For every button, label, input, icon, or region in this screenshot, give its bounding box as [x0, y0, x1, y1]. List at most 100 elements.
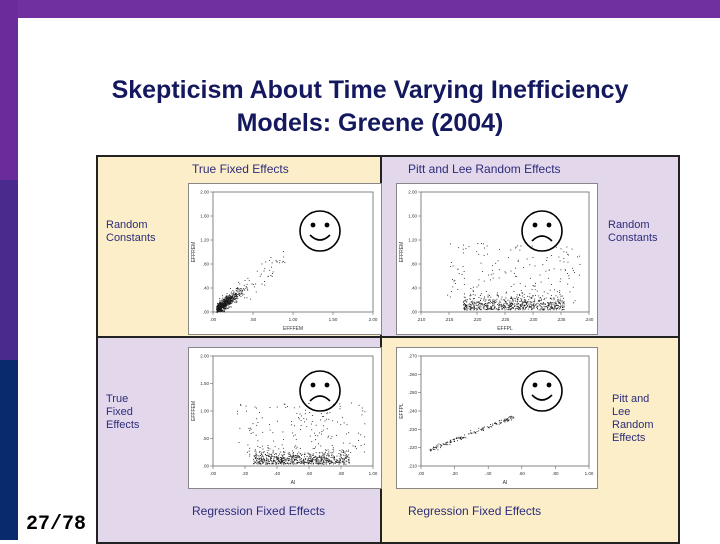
- scatter-point: [499, 248, 500, 250]
- scatter-point: [340, 457, 342, 459]
- scatter-point: [490, 274, 492, 276]
- scatter-point: [264, 280, 265, 282]
- scatter-point: [265, 462, 267, 464]
- scatter-point: [506, 419, 508, 421]
- scatter-point: [261, 417, 263, 419]
- y-tick-label: .220: [408, 445, 417, 450]
- scatter-point: [235, 293, 237, 295]
- scatter-point: [226, 293, 228, 295]
- scatter-point: [322, 457, 324, 459]
- scatter-point: [320, 458, 322, 460]
- scatter-point: [217, 304, 219, 306]
- scatter-point: [464, 293, 466, 295]
- x-tick-label: .60: [519, 471, 526, 476]
- scatter-point: [478, 253, 480, 255]
- scatter-point: [344, 456, 346, 458]
- scatter-point: [222, 307, 223, 308]
- scatter-point: [292, 461, 294, 463]
- scatter-point: [311, 459, 313, 461]
- scatter-point: [284, 462, 286, 464]
- scatter-point: [513, 308, 514, 310]
- scatter-point: [228, 307, 229, 309]
- scatter-point: [435, 447, 437, 449]
- scatter-point: [511, 307, 513, 309]
- scatter-point: [568, 277, 570, 279]
- scatter-point: [319, 461, 321, 463]
- scatter-point: [227, 296, 229, 298]
- scatter-point: [255, 451, 257, 453]
- scatter-point: [463, 284, 465, 285]
- scatter-point: [257, 455, 259, 457]
- scatter-point: [548, 303, 550, 305]
- scatter-point: [298, 455, 300, 457]
- scatter-point: [222, 303, 223, 305]
- scatter-point: [520, 304, 521, 305]
- scatter-point: [311, 441, 313, 443]
- scatter-point: [273, 440, 275, 442]
- scatter-point: [325, 457, 327, 459]
- scatter-point: [258, 456, 260, 458]
- scatter-point: [240, 293, 242, 295]
- scatter-point: [279, 463, 281, 465]
- scatter-point: [500, 422, 501, 424]
- scatter-point: [266, 457, 267, 459]
- scatter-point: [509, 306, 511, 308]
- scatter-point: [224, 299, 226, 301]
- scatter-point: [332, 455, 334, 457]
- scatter-point: [504, 306, 506, 308]
- scatter-point: [524, 304, 526, 306]
- scatter-point: [540, 299, 542, 301]
- scatter-point: [291, 458, 293, 460]
- scatter-point: [324, 456, 326, 458]
- scatter-point: [322, 462, 324, 464]
- scatter-point: [514, 303, 516, 305]
- scatter-point: [273, 456, 275, 458]
- scatter-point: [323, 461, 325, 463]
- scatter-point: [515, 246, 517, 248]
- scatter-point: [329, 463, 331, 465]
- scatter-point: [223, 304, 225, 306]
- scatter-point: [485, 308, 487, 310]
- scatter-point: [510, 416, 512, 418]
- scatter-point: [234, 296, 236, 297]
- scatter-point: [227, 301, 229, 303]
- scatter-point: [326, 418, 327, 420]
- scatter-points: [447, 243, 581, 311]
- scatter-point: [486, 304, 488, 306]
- scatter-point: [461, 438, 462, 440]
- scatter-point: [513, 416, 515, 418]
- scatter-point: [337, 461, 339, 463]
- scatter-point: [479, 304, 481, 306]
- scatter-point: [220, 303, 222, 305]
- scatter-point: [550, 302, 552, 304]
- scatter-point: [532, 306, 534, 308]
- scatter-point: [556, 307, 558, 309]
- scatter-point: [466, 309, 468, 311]
- scatter-point: [554, 305, 556, 307]
- scatter-point: [308, 462, 310, 464]
- scatter-point: [525, 285, 526, 287]
- scatter-point: [314, 456, 316, 458]
- scatter-point: [323, 456, 325, 458]
- scatter-point: [487, 302, 489, 303]
- scatter-point: [534, 301, 535, 303]
- scatter-point: [515, 300, 517, 302]
- scatter-point: [237, 413, 238, 415]
- scatter-point: [481, 303, 483, 305]
- scatter-point: [469, 304, 471, 306]
- scatter-point: [259, 461, 261, 463]
- scatter-point: [346, 455, 348, 457]
- scatter-point: [333, 456, 335, 458]
- scatter-point: [267, 462, 269, 464]
- scatter-point: [242, 294, 244, 296]
- scatter-point: [237, 288, 239, 290]
- x-tick-label: .220: [473, 317, 482, 322]
- scatter-point: [516, 300, 518, 302]
- scatter-point: [539, 274, 541, 276]
- scatter-point: [484, 305, 486, 307]
- scatter-point: [465, 306, 467, 307]
- scatter-point: [483, 430, 484, 431]
- scatter-point: [307, 458, 309, 460]
- scatter-point: [320, 445, 322, 447]
- y-tick-label: .50: [203, 436, 210, 441]
